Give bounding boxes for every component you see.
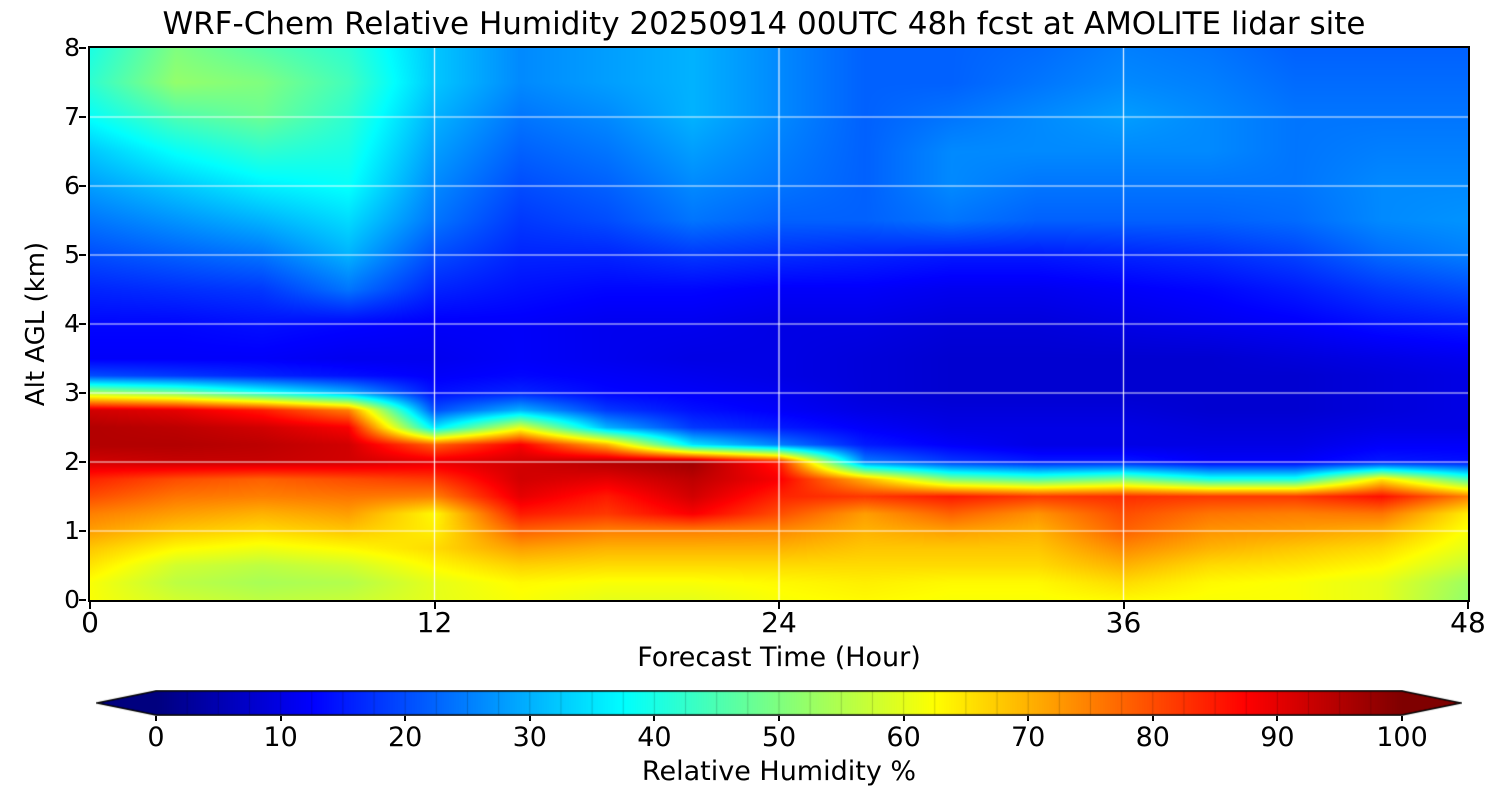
x-tick-mark	[1467, 602, 1469, 609]
colorbar-tick-label: 50	[761, 722, 797, 753]
y-tick-label: 4	[64, 309, 80, 338]
y-tick-label: 2	[64, 447, 80, 476]
colorbar-tick-mark	[653, 716, 656, 721]
colorbar-tick-mark	[778, 716, 780, 721]
y-tick-mark	[79, 47, 86, 49]
colorbar-tick-mark	[155, 716, 157, 721]
x-tick-label: 36	[1105, 606, 1142, 639]
colorbar-canvas	[96, 690, 1462, 716]
colorbar-tick-label: 60	[886, 722, 921, 753]
y-tick-label: 6	[64, 171, 80, 200]
colorbar-tick-label: 70	[1011, 722, 1046, 753]
y-tick-mark	[79, 254, 86, 256]
x-tick-label: 0	[81, 606, 99, 639]
colorbar-tick-label: 10	[263, 722, 298, 753]
colorbar-tick-mark	[1151, 716, 1154, 721]
colorbar-tick-mark	[404, 716, 407, 721]
y-tick-label: 5	[64, 240, 80, 269]
y-tick-mark	[79, 599, 86, 601]
colorbar-tick-label: 100	[1376, 722, 1428, 753]
y-tick-mark	[79, 461, 86, 463]
y-tick-mark	[79, 392, 86, 394]
y-tick-mark	[79, 530, 86, 532]
rh-heatmap	[90, 48, 1468, 600]
y-tick-label: 1	[64, 516, 80, 545]
colorbar-tick-mark	[902, 716, 905, 721]
y-tick-mark	[79, 116, 86, 118]
plot-area	[88, 46, 1470, 602]
x-tick-mark	[1122, 602, 1125, 609]
x-axis-label: Forecast Time (Hour)	[637, 642, 921, 673]
y-tick-mark	[79, 185, 86, 187]
y-tick-label: 8	[64, 33, 80, 62]
colorbar-tick-label: 20	[388, 722, 423, 753]
colorbar-tick-label: 0	[147, 722, 165, 753]
colorbar-tick-label: 40	[637, 722, 672, 753]
x-tick-mark	[778, 602, 780, 609]
y-tick-label: 3	[64, 378, 80, 407]
colorbar-tick-mark	[1276, 716, 1279, 721]
colorbar-tick-mark	[1027, 716, 1030, 721]
x-tick-label: 24	[761, 606, 797, 639]
x-tick-label: 48	[1450, 606, 1486, 639]
chart-title: WRF-Chem Relative Humidity 20250914 00UT…	[162, 6, 1366, 42]
y-tick-mark	[79, 323, 86, 325]
colorbar-tick-mark	[1401, 716, 1403, 721]
y-tick-label: 7	[64, 102, 80, 131]
x-tick-mark	[89, 602, 91, 609]
colorbar-tick-label: 30	[512, 722, 547, 753]
colorbar-tick-label: 90	[1260, 722, 1295, 753]
colorbar	[96, 690, 1462, 716]
y-tick-label: 0	[64, 585, 80, 614]
colorbar-label: Relative Humidity %	[641, 756, 917, 787]
colorbar-tick-mark	[279, 716, 282, 721]
x-tick-label: 12	[416, 606, 453, 639]
x-tick-mark	[433, 602, 436, 609]
colorbar-tick-label: 80	[1135, 722, 1170, 753]
colorbar-tick-mark	[528, 716, 531, 721]
